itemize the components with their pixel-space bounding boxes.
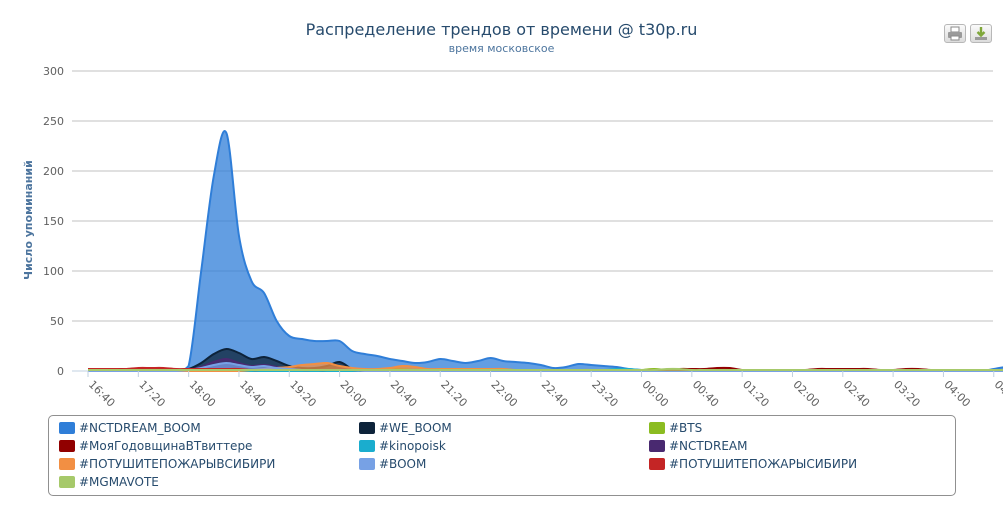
legend-item[interactable]: #NCTDREAM bbox=[649, 438, 747, 454]
legend-label: #WE_BOOM bbox=[379, 421, 452, 435]
legend-item[interactable]: #NCTDREAM_BOOM bbox=[59, 420, 201, 436]
y-tick-label: 50 bbox=[50, 315, 64, 328]
x-tick-label: 22:00 bbox=[488, 378, 520, 410]
x-tick-label: 16:40 bbox=[86, 378, 118, 410]
y-tick-label: 150 bbox=[43, 215, 64, 228]
legend-item[interactable]: #ПОТУШИТЕПОЖАРЫВСИБИРИ bbox=[59, 456, 275, 472]
legend-item[interactable]: #MGMAVOTE bbox=[59, 474, 159, 490]
legend-swatch bbox=[359, 422, 375, 434]
x-tick-label: 18:40 bbox=[237, 378, 269, 410]
legend-swatch bbox=[649, 440, 665, 452]
x-tick-label: 00:00 bbox=[639, 378, 671, 410]
y-tick-label: 100 bbox=[43, 265, 64, 278]
legend-swatch bbox=[359, 440, 375, 452]
legend-label: #MGMAVOTE bbox=[79, 475, 159, 489]
legend-item[interactable]: #BOOM bbox=[359, 456, 426, 472]
legend-label: #BOOM bbox=[379, 457, 427, 471]
series-0[interactable] bbox=[87, 130, 1003, 373]
series-area[interactable] bbox=[88, 348, 1003, 371]
export-button[interactable] bbox=[970, 24, 992, 43]
legend-item[interactable]: #WE_BOOM bbox=[359, 420, 452, 436]
legend-swatch bbox=[649, 422, 665, 434]
series-line[interactable] bbox=[87, 367, 1003, 372]
x-tick-label: 20:40 bbox=[388, 378, 420, 410]
legend-label: #МояГодовщинаВТвиттере bbox=[79, 439, 253, 453]
legend-label: #kinopoisk bbox=[379, 439, 446, 453]
y-tick-label: 200 bbox=[43, 165, 64, 178]
legend-label: #ПОТУШИТЕПОЖАРЫСИБИРИ bbox=[669, 457, 858, 471]
series-area[interactable] bbox=[88, 362, 1003, 371]
x-tick-label: 01:20 bbox=[740, 378, 772, 410]
legend-label: #NCTDREAM bbox=[669, 439, 748, 453]
legend-item[interactable]: #ПОТУШИТЕПОЖАРЫСИБИРИ bbox=[649, 456, 857, 472]
printer-icon bbox=[948, 26, 962, 41]
x-tick-label: 20:00 bbox=[337, 378, 369, 410]
x-tick-label: 22:40 bbox=[539, 378, 571, 410]
download-icon bbox=[975, 27, 987, 40]
chart-title: Распределение трендов от времени @ t30p.… bbox=[305, 20, 698, 39]
legend-label: #ПОТУШИТЕПОЖАРЫВСИБИРИ bbox=[79, 457, 276, 471]
series-9[interactable] bbox=[87, 367, 1003, 372]
x-tick-label: 00:40 bbox=[690, 378, 722, 410]
x-tick-label: 18:00 bbox=[187, 378, 219, 410]
legend-item[interactable]: #МояГодовщинаВТвиттере bbox=[59, 438, 252, 454]
x-tick-label: 17:20 bbox=[136, 378, 168, 410]
chart-subtitle: время московское bbox=[448, 42, 555, 55]
print-button[interactable] bbox=[944, 24, 966, 43]
legend-label: #NCTDREAM_BOOM bbox=[79, 421, 201, 435]
x-tick-label: 03:20 bbox=[891, 378, 923, 410]
legend-swatch bbox=[59, 440, 75, 452]
legend-label: #BTS bbox=[669, 421, 703, 435]
legend-swatch bbox=[359, 458, 375, 470]
legend-swatch bbox=[59, 422, 75, 434]
x-tick-label: 02:00 bbox=[790, 378, 822, 410]
y-tick-label: 300 bbox=[43, 65, 64, 78]
legend-item[interactable]: #BTS bbox=[649, 420, 702, 436]
legend-swatch bbox=[649, 458, 665, 470]
x-tick-label: 21:20 bbox=[438, 378, 470, 410]
x-tick-label: 04:40 bbox=[992, 378, 1003, 410]
x-tick-label: 02:40 bbox=[841, 378, 873, 410]
y-tick-label: 0 bbox=[57, 365, 64, 378]
y-axis-label: Число упоминаний bbox=[22, 160, 35, 280]
x-tick-label: 19:20 bbox=[287, 378, 319, 410]
x-tick-label: 04:00 bbox=[941, 378, 973, 410]
legend: #NCTDREAM_BOOM #WE_BOOM #BTS #МояГодовщинаВ… bbox=[48, 415, 956, 496]
y-tick-label: 250 bbox=[43, 115, 64, 128]
legend-swatch bbox=[59, 476, 75, 488]
legend-swatch bbox=[59, 458, 75, 470]
x-tick-label: 23:20 bbox=[589, 378, 621, 410]
series-area[interactable] bbox=[88, 131, 1003, 371]
legend-item[interactable]: #kinopoisk bbox=[359, 438, 446, 454]
